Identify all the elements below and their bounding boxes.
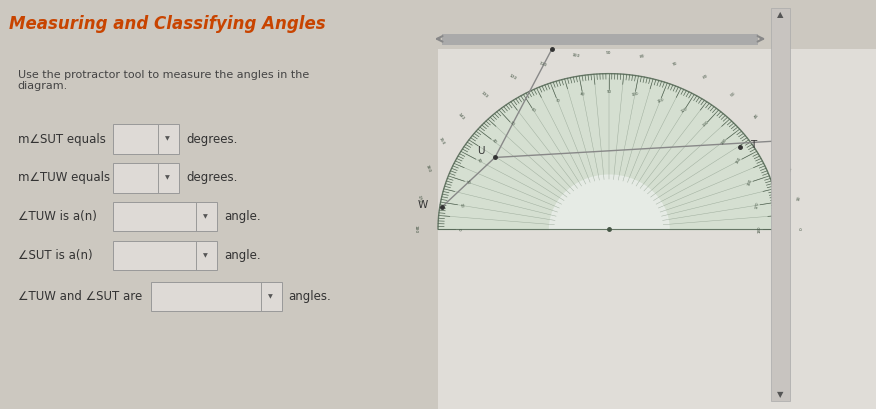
FancyBboxPatch shape (113, 124, 180, 154)
Text: 0: 0 (456, 228, 461, 230)
Text: 30: 30 (476, 157, 482, 164)
Text: 110: 110 (656, 97, 664, 103)
Text: ∠TUW is a(n): ∠TUW is a(n) (18, 210, 96, 223)
Text: 90: 90 (606, 52, 611, 55)
Bar (0, 49, 438, 409)
Text: Use the protractor tool to measure the angles in the
diagram.: Use the protractor tool to measure the a… (18, 70, 308, 91)
Text: 140: 140 (456, 112, 465, 121)
Bar (0, 0, 876, 49)
Text: 80: 80 (580, 92, 585, 97)
Text: ▼: ▼ (777, 390, 784, 399)
Text: angle.: angle. (224, 249, 260, 262)
Text: 0: 0 (800, 228, 804, 230)
Text: 130: 130 (702, 120, 710, 128)
Text: 40: 40 (491, 138, 497, 144)
Text: ▼: ▼ (203, 214, 208, 219)
Text: ∠SUT is a(n): ∠SUT is a(n) (18, 249, 92, 262)
Text: angles.: angles. (289, 290, 331, 303)
Text: 10: 10 (458, 202, 463, 208)
FancyBboxPatch shape (113, 202, 217, 231)
Text: 130: 130 (480, 90, 489, 99)
Text: ▼: ▼ (203, 253, 208, 258)
Text: W: W (418, 200, 428, 209)
Text: 70: 70 (672, 61, 678, 67)
Text: degrees.: degrees. (187, 171, 237, 184)
Text: ▼: ▼ (268, 294, 272, 299)
Text: 10: 10 (796, 196, 802, 202)
Text: ▼: ▼ (166, 137, 170, 142)
Text: 60: 60 (702, 74, 709, 80)
Text: U: U (477, 146, 484, 156)
Text: 150: 150 (438, 137, 446, 146)
Text: ▼: ▼ (166, 175, 170, 180)
Text: 110: 110 (538, 61, 548, 67)
Text: 50: 50 (509, 121, 515, 127)
Text: 150: 150 (736, 157, 743, 165)
Text: m∠TUW equals: m∠TUW equals (18, 171, 109, 184)
FancyBboxPatch shape (113, 241, 217, 270)
Bar (442, 34, 758, 45)
Text: 100: 100 (631, 92, 639, 97)
Text: 160: 160 (747, 178, 753, 187)
Text: 90: 90 (606, 90, 611, 94)
Text: 120: 120 (680, 107, 689, 114)
Text: 20: 20 (788, 166, 793, 172)
Bar (438, 49, 876, 409)
Text: 170: 170 (754, 201, 759, 209)
Bar (771, 8, 790, 401)
Text: 120: 120 (508, 73, 517, 81)
Text: ∠TUW and ∠SUT are: ∠TUW and ∠SUT are (18, 290, 142, 303)
Text: 80: 80 (639, 54, 646, 58)
Text: angle.: angle. (224, 210, 260, 223)
Text: 160: 160 (424, 164, 431, 173)
Text: 60: 60 (531, 108, 537, 114)
Text: 170: 170 (416, 194, 421, 203)
Text: 100: 100 (571, 54, 580, 59)
FancyBboxPatch shape (152, 282, 282, 311)
Text: 40: 40 (753, 113, 760, 119)
Text: 180: 180 (413, 225, 418, 233)
Text: 180: 180 (757, 225, 761, 233)
Text: T: T (750, 140, 757, 150)
Text: Measuring and Classifying Angles: Measuring and Classifying Angles (9, 15, 325, 33)
Text: 50: 50 (730, 91, 737, 98)
Text: 30: 30 (773, 138, 779, 145)
Text: 70: 70 (555, 98, 561, 103)
Text: degrees.: degrees. (187, 133, 237, 146)
Text: 140: 140 (720, 137, 728, 145)
Text: 20: 20 (465, 179, 470, 185)
Text: m∠SUT equals: m∠SUT equals (18, 133, 105, 146)
FancyBboxPatch shape (113, 163, 180, 193)
Text: ▲: ▲ (777, 10, 784, 19)
